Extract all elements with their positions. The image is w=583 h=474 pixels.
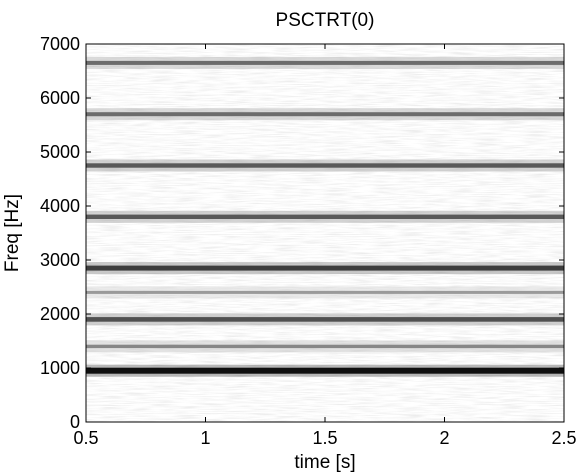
harmonic-band: [86, 265, 564, 271]
x-tick-label: 2: [439, 428, 449, 448]
harmonic-band: [86, 317, 564, 322]
y-axis-label: Freq [Hz]: [2, 194, 23, 272]
harmonic-band: [86, 112, 564, 117]
harmonic-band: [86, 60, 564, 65]
harmonic-bands: [86, 56, 564, 377]
x-axis-label: time [s]: [294, 452, 355, 473]
y-tick-label: 1000: [40, 358, 80, 378]
y-tick-label: 3000: [40, 250, 80, 270]
x-tick-label: 1: [200, 428, 210, 448]
x-axis: 0.5 1 1.5 2 2.5: [73, 44, 577, 448]
chart-title: PSCTRT(0): [276, 10, 375, 31]
harmonic-band: [86, 367, 564, 374]
x-tick-label: 0.5: [73, 428, 98, 448]
y-tick-label: 2000: [40, 304, 80, 324]
x-tick-label: 1.5: [312, 428, 337, 448]
harmonic-band: [86, 214, 564, 219]
y-tick-label: 4000: [40, 196, 80, 216]
noise-texture: [86, 44, 564, 422]
x-tick-label: 2.5: [551, 428, 576, 448]
y-tick-label: 0: [70, 412, 80, 432]
harmonic-band: [86, 344, 564, 349]
plot-area: [86, 44, 564, 422]
y-tick-label: 7000: [40, 34, 80, 54]
y-tick-label: 6000: [40, 88, 80, 108]
y-tick-label: 5000: [40, 142, 80, 162]
y-axis: 0 1000 2000 3000 4000 5000 6000 7000: [40, 34, 564, 432]
harmonic-band: [86, 290, 564, 294]
harmonic-band: [86, 163, 564, 168]
